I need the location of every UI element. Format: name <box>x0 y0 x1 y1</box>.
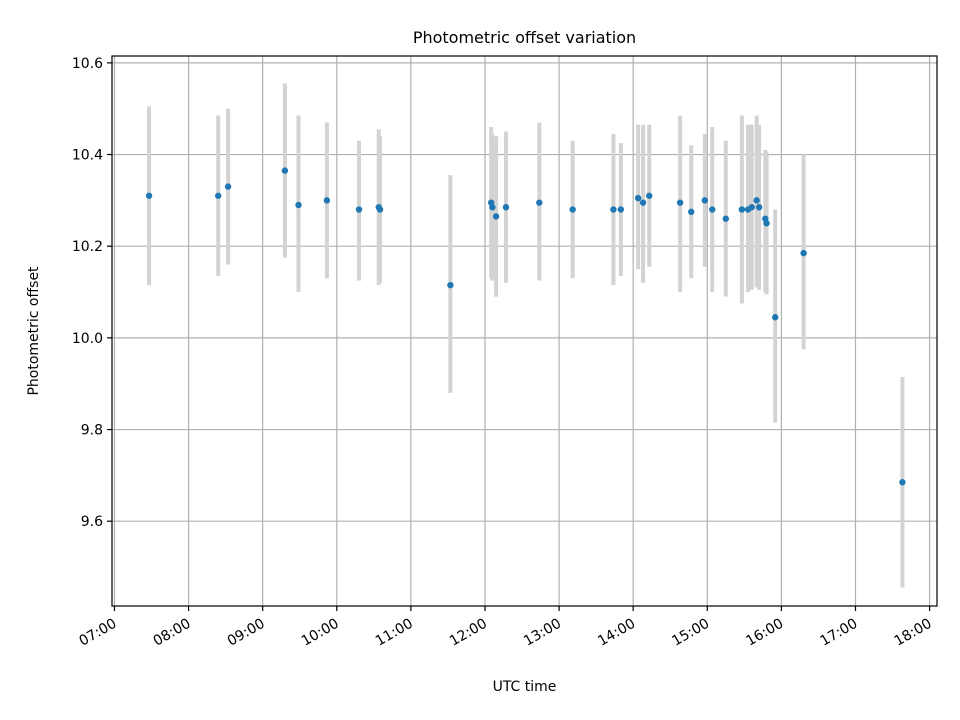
data-point <box>492 213 500 220</box>
data-point <box>763 220 770 227</box>
data-point <box>738 206 746 213</box>
data-point <box>639 199 647 206</box>
y-tick-label: 10.4 <box>72 148 103 164</box>
data-point <box>676 199 684 206</box>
data-point <box>688 208 695 216</box>
data-point <box>617 206 625 213</box>
data-point <box>489 204 496 211</box>
data-point <box>323 197 331 204</box>
data-point <box>755 204 763 211</box>
y-tick-label: 9.6 <box>81 514 103 530</box>
data-point <box>646 192 653 199</box>
y-tick-label: 10.2 <box>72 239 103 255</box>
data-point <box>569 206 576 213</box>
data-point <box>753 197 760 204</box>
grid <box>112 56 937 606</box>
data-point <box>502 204 510 211</box>
data-point <box>295 201 302 209</box>
x-axis-label: UTC time <box>493 679 557 695</box>
y-axis-label: Photometric offset <box>26 266 42 396</box>
axes-frame <box>111 55 938 607</box>
data-point <box>355 206 363 213</box>
data-point <box>215 192 222 199</box>
y-tick-label: 10.0 <box>72 331 103 347</box>
data-point <box>722 215 730 222</box>
data-points <box>145 167 906 486</box>
y-tick-label: 10.6 <box>72 56 103 72</box>
data-point <box>899 479 906 486</box>
data-point <box>447 281 454 289</box>
data-point <box>536 199 543 206</box>
data-point <box>772 314 779 321</box>
data-point <box>701 197 709 204</box>
y-axis-ticks: 9.6 9.8 10.0 10.2 10.4 10.6 <box>72 56 112 530</box>
data-point <box>145 192 153 199</box>
data-point <box>376 206 384 213</box>
chart-title: Photometric offset variation <box>413 28 636 47</box>
data-point <box>800 249 807 257</box>
y-tick-label: 9.8 <box>81 423 103 439</box>
data-point <box>709 206 716 213</box>
data-point <box>634 194 642 202</box>
data-point <box>748 204 755 211</box>
data-point <box>610 206 617 213</box>
data-point <box>224 183 232 190</box>
data-point <box>281 167 289 174</box>
